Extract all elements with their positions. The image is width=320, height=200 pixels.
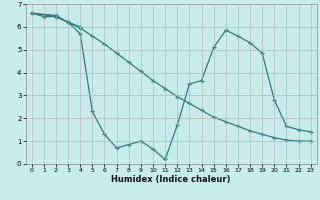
X-axis label: Humidex (Indice chaleur): Humidex (Indice chaleur) (111, 175, 231, 184)
